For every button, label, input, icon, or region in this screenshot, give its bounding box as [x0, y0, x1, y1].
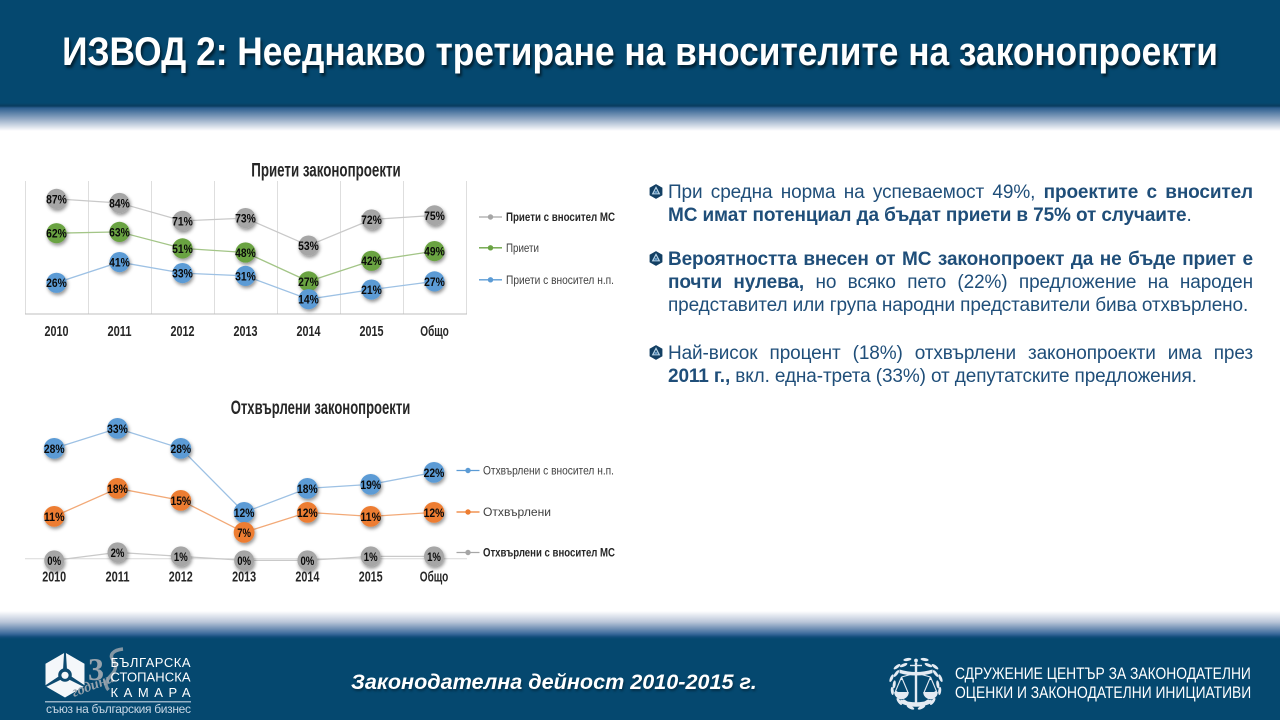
svg-text:27%: 27%: [298, 275, 319, 289]
svg-text:Отхвърлени с вносител МС: Отхвърлени с вносител МС: [483, 548, 615, 560]
svg-text:51%: 51%: [172, 242, 193, 256]
svg-text:1%: 1%: [174, 550, 188, 564]
svg-text:0%: 0%: [47, 554, 61, 568]
svg-text:0%: 0%: [237, 554, 251, 568]
svg-text:1%: 1%: [364, 550, 378, 564]
svg-text:Приети с вносител н.п.: Приети с вносител н.п.: [506, 275, 614, 287]
svg-text:21%: 21%: [361, 283, 382, 297]
svg-text:Общо: Общо: [420, 324, 449, 340]
svg-text:11%: 11%: [360, 510, 381, 524]
svg-text:26%: 26%: [46, 276, 67, 290]
svg-text:съюз на българския бизнес: съюз на българския бизнес: [46, 702, 191, 716]
svg-text:18%: 18%: [107, 482, 128, 496]
svg-text:2013: 2013: [234, 324, 258, 340]
svg-text:2010: 2010: [42, 570, 66, 586]
svg-text:2011: 2011: [108, 324, 132, 340]
svg-text:2%: 2%: [111, 546, 125, 560]
svg-text:42%: 42%: [361, 254, 382, 268]
svg-text:2010: 2010: [45, 324, 69, 340]
svg-text:3: 3: [88, 651, 104, 687]
svg-text:14%: 14%: [298, 293, 319, 307]
svg-text:75%: 75%: [424, 209, 445, 223]
svg-text:15%: 15%: [170, 494, 191, 508]
svg-text:12%: 12%: [297, 506, 318, 520]
svg-text:Отхвърлени с вносител н.п.: Отхвърлени с вносител н.п.: [483, 466, 614, 478]
svg-text:2014: 2014: [295, 570, 319, 586]
svg-text:КАМАРА: КАМАРА: [111, 685, 191, 700]
svg-text:2011: 2011: [106, 570, 130, 586]
svg-text:Отхвърлени: Отхвърлени: [483, 507, 551, 519]
svg-text:БЪЛГАРСКА: БЪЛГАРСКА: [111, 655, 191, 670]
svg-text:53%: 53%: [298, 239, 319, 253]
svg-text:2012: 2012: [171, 324, 195, 340]
svg-text:27%: 27%: [424, 275, 445, 289]
svg-text:19%: 19%: [360, 478, 381, 492]
svg-text:0%: 0%: [301, 554, 315, 568]
svg-text:28%: 28%: [170, 442, 191, 456]
svg-text:Отхвърлени законопроекти: Отхвърлени законопроекти: [231, 398, 411, 419]
svg-text:2015: 2015: [359, 570, 383, 586]
svg-text:2015: 2015: [360, 324, 384, 340]
svg-text:12%: 12%: [424, 506, 445, 520]
svg-text:Приети с вносител МС: Приети с вносител МС: [506, 212, 615, 224]
svg-text:СТОПАНСКА: СТОПАНСКА: [111, 670, 191, 685]
svg-text:62%: 62%: [46, 227, 67, 241]
svg-text:33%: 33%: [172, 267, 193, 281]
svg-text:1%: 1%: [427, 550, 441, 564]
svg-text:12%: 12%: [234, 506, 255, 520]
svg-text:48%: 48%: [235, 246, 256, 260]
svg-text:Общо: Общо: [420, 570, 449, 586]
svg-text:33%: 33%: [107, 422, 128, 436]
svg-text:71%: 71%: [172, 214, 193, 228]
svg-text:11%: 11%: [44, 510, 65, 524]
svg-text:Приети законопроекти: Приети законопроекти: [251, 161, 401, 182]
svg-text:49%: 49%: [424, 245, 445, 259]
svg-text:73%: 73%: [235, 212, 256, 226]
svg-text:2013: 2013: [232, 570, 256, 586]
svg-text:18%: 18%: [297, 482, 318, 496]
svg-text:84%: 84%: [109, 196, 130, 210]
svg-text:87%: 87%: [46, 192, 67, 206]
svg-text:Приети: Приети: [506, 243, 539, 255]
svg-text:41%: 41%: [109, 256, 130, 270]
svg-text:2012: 2012: [169, 570, 193, 586]
svg-text:28%: 28%: [44, 442, 65, 456]
svg-text:31%: 31%: [235, 269, 256, 283]
svg-text:22%: 22%: [424, 466, 445, 480]
svg-text:7%: 7%: [237, 526, 251, 540]
svg-text:2014: 2014: [297, 324, 321, 340]
svg-text:72%: 72%: [361, 213, 382, 227]
svg-text:63%: 63%: [109, 225, 130, 239]
